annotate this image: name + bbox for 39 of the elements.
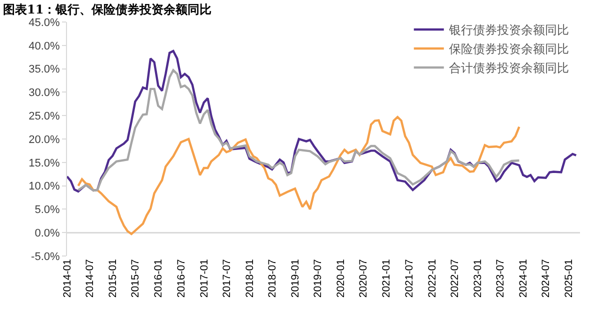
y-tick-label: 35.0% [28,64,60,76]
y-tick-label: 30.0% [28,87,60,100]
y-tick-label: 0.0% [34,227,60,240]
y-tick-label: 45.0% [28,16,60,29]
x-tick-label: 2017-01 [198,258,210,298]
x-tick-label: 2022-07 [448,258,461,298]
x-tick-label: 2021-07 [403,258,416,298]
x-tick-label: 2015-07 [130,258,142,298]
y-tick-label: 15.0% [28,157,60,170]
x-tick-label: 2022-01 [426,258,438,298]
x-tick-label: 2016-01 [152,258,165,298]
y-tick-label: 20.0% [28,134,60,146]
x-tick-label: 2016-07 [175,258,188,298]
y-tick-label: 25.0% [28,110,60,122]
x-tick-label: 2018-07 [266,258,278,298]
y-tick-label: -5.0% [31,250,60,263]
x-tick-label: 2025-01 [563,258,576,298]
x-tick-label: 2019-07 [312,258,324,298]
x-tick-label: 2014-07 [84,258,96,298]
x-tick-label: 2024-07 [540,258,552,298]
x-tick-label: 2020-01 [335,258,348,298]
y-tick-label: 5.0% [34,204,60,216]
x-tick-label: 2015-01 [106,258,119,298]
x-tick-label: 2020-07 [358,258,370,298]
x-tick-label: 2024-01 [517,258,530,298]
legend-label: 合计债券投资余额同比 [448,61,569,76]
line-series [77,116,520,236]
x-tick-label: 2019-01 [289,258,302,298]
x-tick-label: 2018-01 [244,258,256,298]
legend-label: 银行债券投资余额同比 [448,23,569,38]
x-tick-label: 2014-01 [61,258,74,298]
x-tick-label: 2021-01 [380,258,393,298]
legend-label: 保险债券投资余额同比 [448,42,569,56]
y-tick-label: 40.0% [28,40,60,52]
x-tick-label: 2023-07 [494,258,506,298]
x-tick-label: 2023-01 [472,258,484,298]
chart-title: 图表11：银行、保险债券投资余额同比 [2,2,212,16]
y-tick-label: 10.0% [28,180,60,193]
x-tick-label: 2017-07 [220,258,233,298]
